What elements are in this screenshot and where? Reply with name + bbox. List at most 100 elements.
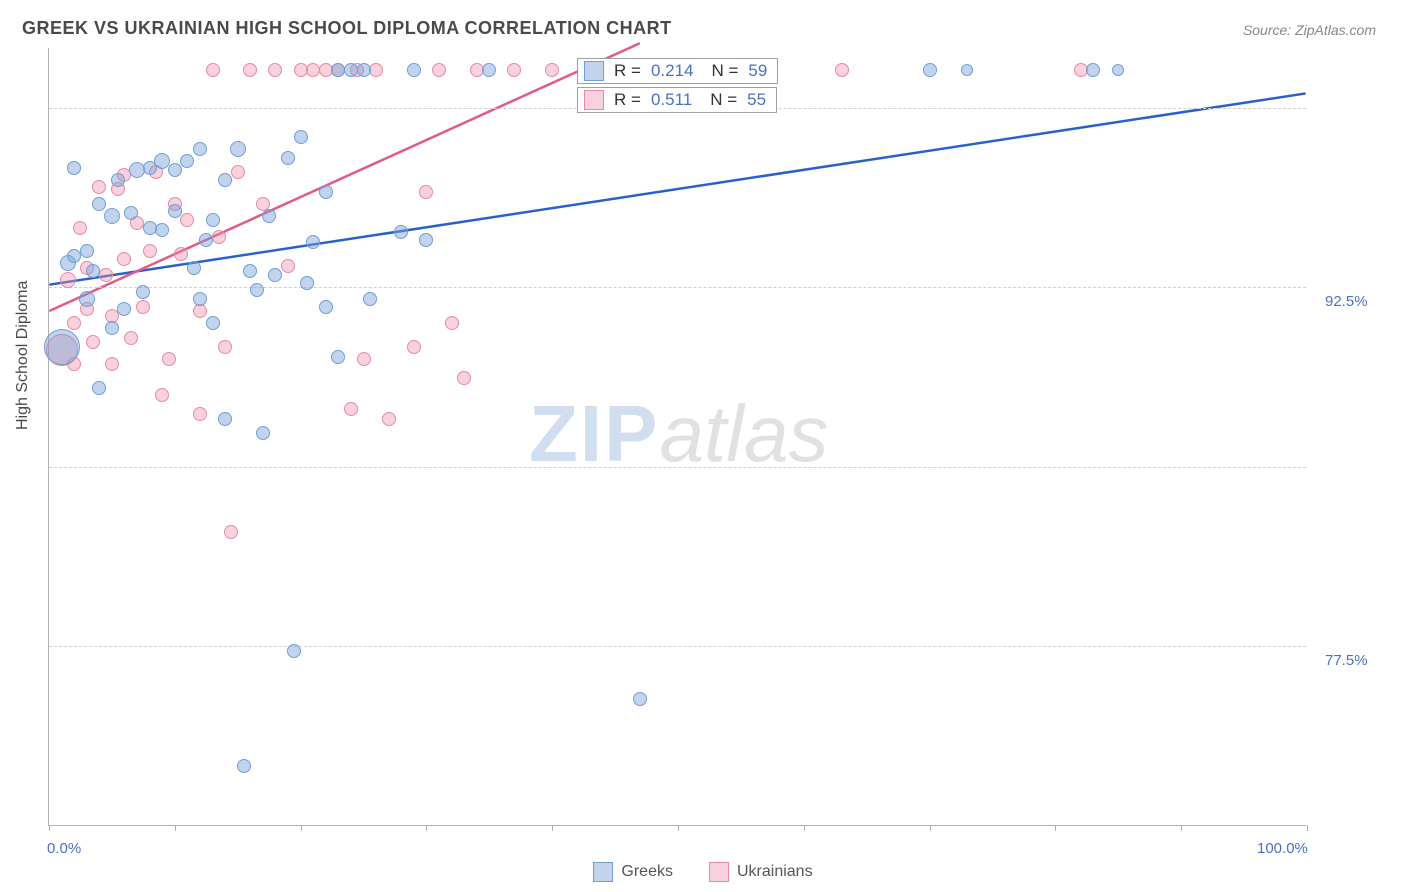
scatter-point <box>187 261 201 275</box>
scatter-point <box>180 154 194 168</box>
scatter-point <box>268 63 282 77</box>
scatter-point <box>268 268 282 282</box>
scatter-point <box>79 291 95 307</box>
scatter-point <box>67 316 81 330</box>
scatter-point <box>117 252 131 266</box>
scatter-point <box>923 63 937 77</box>
stat-swatch-greeks <box>584 61 604 81</box>
plot-area: ZIPatlas 77.5%92.5%0.0%100.0%R =0.214N =… <box>48 48 1306 826</box>
scatter-point <box>470 63 484 77</box>
regression-lines <box>49 48 1306 825</box>
scatter-point <box>111 182 125 196</box>
scatter-point <box>294 130 308 144</box>
scatter-point <box>445 316 459 330</box>
x-tick <box>678 825 679 831</box>
scatter-point <box>256 197 270 211</box>
scatter-point <box>363 292 377 306</box>
scatter-point <box>212 230 226 244</box>
scatter-point <box>67 161 81 175</box>
scatter-point <box>482 63 496 77</box>
scatter-point <box>281 151 295 165</box>
scatter-point <box>92 180 106 194</box>
scatter-point <box>80 302 94 316</box>
scatter-point <box>143 221 157 235</box>
x-tick <box>552 825 553 831</box>
stat-row-ukrainians: R =0.511N =55 <box>577 87 777 113</box>
legend-item-greeks: Greeks <box>593 862 673 882</box>
scatter-point <box>457 371 471 385</box>
scatter-point <box>105 357 119 371</box>
regression-line-ukrainians <box>49 43 640 311</box>
source-label: Source: ZipAtlas.com <box>1243 22 1376 38</box>
scatter-point <box>357 352 371 366</box>
scatter-point <box>104 208 120 224</box>
scatter-point <box>149 165 163 179</box>
x-tick <box>301 825 302 831</box>
bottom-legend: Greeks Ukrainians <box>0 862 1406 882</box>
scatter-point <box>281 259 295 273</box>
x-tick <box>175 825 176 831</box>
grid-line <box>49 467 1306 468</box>
stat-n-value: 59 <box>748 61 767 81</box>
x-tick <box>930 825 931 831</box>
scatter-point <box>193 142 207 156</box>
stat-r-value: 0.511 <box>651 90 692 110</box>
x-tick <box>1055 825 1056 831</box>
scatter-point <box>319 185 333 199</box>
grid-line <box>49 646 1306 647</box>
scatter-point <box>193 304 207 318</box>
scatter-point <box>162 352 176 366</box>
y-tick-label: 92.5% <box>1325 293 1368 310</box>
y-tick-label: 77.5% <box>1325 652 1368 669</box>
scatter-point <box>350 63 364 77</box>
chart-title: GREEK VS UKRAINIAN HIGH SCHOOL DIPLOMA C… <box>22 18 672 39</box>
scatter-point <box>73 221 87 235</box>
scatter-point <box>86 264 100 278</box>
scatter-point <box>80 261 94 275</box>
x-tick <box>49 825 50 831</box>
scatter-point <box>250 283 264 297</box>
scatter-point <box>243 63 257 77</box>
scatter-point <box>262 209 276 223</box>
scatter-point <box>143 244 157 258</box>
legend-item-ukrainians: Ukrainians <box>709 862 813 882</box>
scatter-point <box>218 340 232 354</box>
scatter-point <box>306 235 320 249</box>
scatter-point <box>357 63 371 77</box>
scatter-point <box>86 335 100 349</box>
scatter-point <box>256 426 270 440</box>
scatter-point <box>369 63 383 77</box>
scatter-point <box>331 63 345 77</box>
scatter-point <box>92 381 106 395</box>
scatter-point <box>193 407 207 421</box>
x-tick <box>804 825 805 831</box>
stat-r-label: R = <box>614 61 641 81</box>
legend-label: Greeks <box>621 863 673 881</box>
scatter-point <box>168 204 182 218</box>
scatter-point <box>1086 63 1100 77</box>
scatter-point <box>136 300 150 314</box>
grid-line <box>49 287 1306 288</box>
scatter-point <box>193 292 207 306</box>
scatter-point <box>206 63 220 77</box>
scatter-point <box>206 213 220 227</box>
scatter-point <box>344 63 358 77</box>
scatter-point <box>80 244 94 258</box>
scatter-point <box>432 63 446 77</box>
x-tick <box>1181 825 1182 831</box>
scatter-point <box>961 64 973 76</box>
scatter-point <box>130 216 144 230</box>
watermark-atlas: atlas <box>659 389 828 478</box>
scatter-point <box>105 309 119 323</box>
scatter-point <box>60 272 76 288</box>
scatter-point <box>419 233 433 247</box>
scatter-point <box>394 225 408 239</box>
scatter-point <box>407 340 421 354</box>
scatter-point <box>1112 64 1124 76</box>
scatter-point <box>168 197 182 211</box>
legend-label: Ukrainians <box>737 863 813 881</box>
scatter-point <box>224 525 238 539</box>
scatter-point <box>174 247 188 261</box>
scatter-point <box>46 334 78 366</box>
scatter-point <box>218 173 232 187</box>
